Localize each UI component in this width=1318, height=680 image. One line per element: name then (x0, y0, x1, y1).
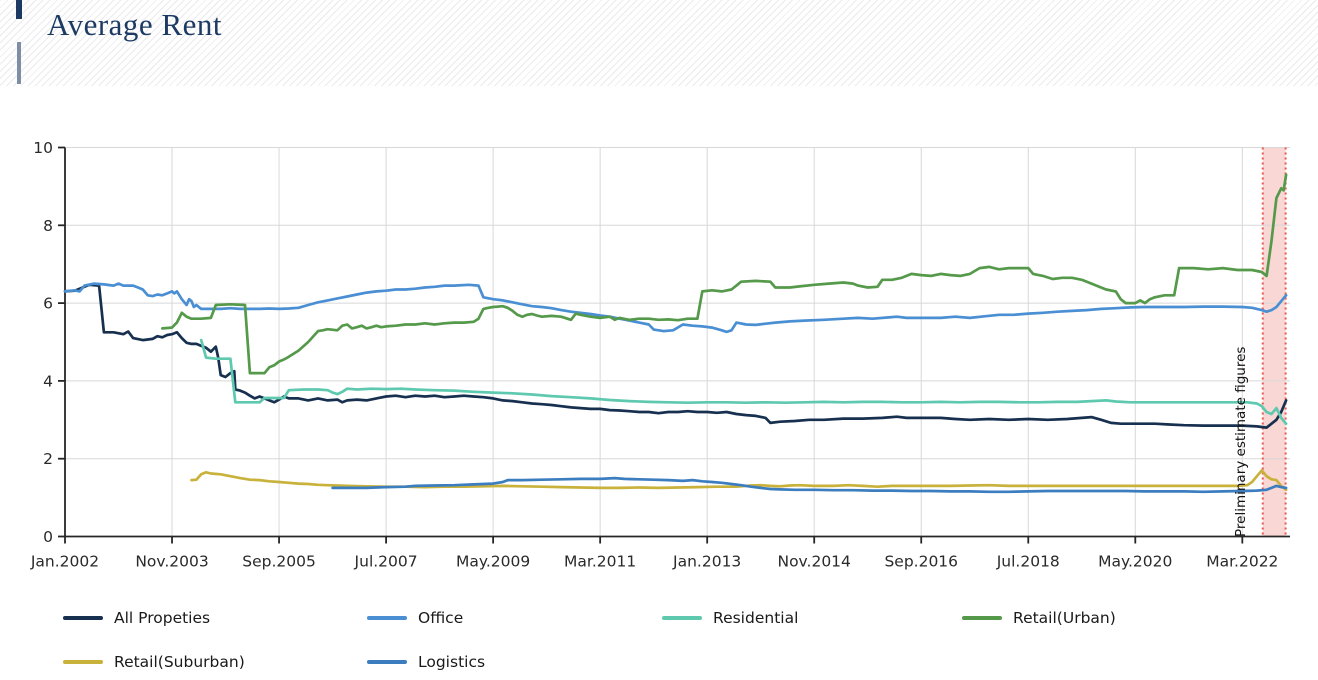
series-line-office (63, 282, 1288, 334)
legend-swatch-retail-suburban (63, 660, 103, 664)
legend-item-logistics: Logistics (367, 653, 485, 671)
x-tick-label: Sep.2016 (884, 553, 958, 571)
y-tick-label: 4 (43, 372, 53, 390)
x-tick-label: Mar.2011 (564, 553, 636, 571)
x-tick-label: Sep.2005 (242, 553, 316, 571)
legend-swatch-logistics (367, 660, 407, 664)
x-tick-label: May.2020 (1098, 553, 1172, 571)
preliminary-band (1262, 147, 1286, 537)
y-tick-label: 2 (43, 450, 53, 468)
legend-swatch-retail-urban (962, 616, 1002, 620)
header-accent-bar-bottom (17, 42, 21, 84)
x-tick-label: Mar.2022 (1206, 553, 1278, 571)
x-tick-label: Jul.2007 (354, 553, 418, 571)
legend-label-retail-urban: Retail(Urban) (1013, 609, 1116, 627)
x-tick-label: Jul.2018 (996, 553, 1060, 571)
x-tick-label: Jan.2013 (672, 553, 741, 571)
y-tick-label: 6 (43, 295, 53, 313)
series-line-retail-urban- (160, 173, 1288, 375)
legend-swatch-all-properties (63, 616, 103, 620)
x-tick-label: May.2009 (456, 553, 530, 571)
legend-label-office: Office (418, 609, 464, 627)
y-tick-label: 10 (33, 139, 53, 157)
series-line-residential (199, 338, 1288, 426)
legend-item-retail-suburban: Retail(Suburban) (63, 653, 245, 671)
x-tick-label: Nov.2003 (135, 553, 208, 571)
y-tick-label: 0 (43, 528, 53, 546)
legend-swatch-residential (662, 616, 702, 620)
x-tick-label: Nov.2014 (777, 553, 850, 571)
legend-item-office: Office (367, 609, 463, 627)
legend-label-retail-suburban: Retail(Suburban) (114, 653, 245, 671)
legend-swatch-office (367, 616, 407, 620)
legend-label-all-properties: All Propeties (114, 609, 211, 627)
x-tick-label: Jan.2002 (30, 553, 99, 571)
legend-item-residential: Residential (662, 609, 798, 627)
preliminary-estimate-annotation: Preliminary estimate figures (1233, 346, 1249, 537)
page-header: Average Rent (0, 0, 1318, 86)
series-line-logistics (331, 476, 1288, 494)
legend-label-residential: Residential (713, 609, 799, 627)
header-accent-bar-top (16, 0, 22, 19)
legend-item-all-properties: All Propeties (63, 609, 210, 627)
page-title: Average Rent (47, 7, 222, 42)
y-tick-label: 8 (43, 217, 53, 235)
legend-item-retail-urban: Retail(Urban) (962, 609, 1116, 627)
legend-label-logistics: Logistics (418, 653, 486, 671)
